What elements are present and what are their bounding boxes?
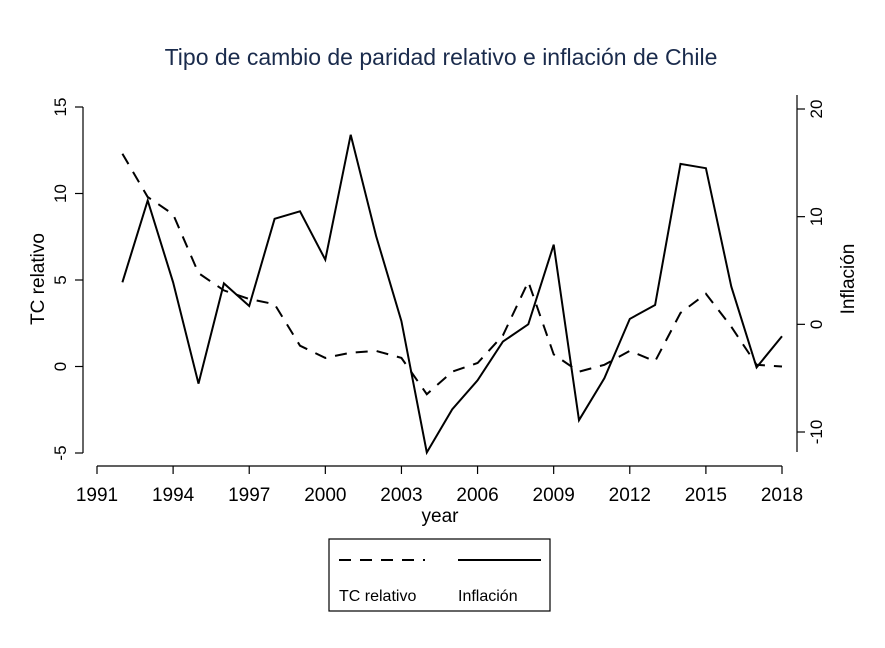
x-tick-label: 2003 xyxy=(380,485,422,506)
right-y-axis-label: Inflación xyxy=(838,244,859,315)
x-tick-label: 1994 xyxy=(152,485,195,506)
x-tick-label: 1997 xyxy=(228,485,270,506)
left-tick-label: 15 xyxy=(51,98,70,117)
legend-label-inflacion: Inflación xyxy=(458,588,518,605)
series-line-inflacion xyxy=(122,135,782,453)
x-axis: 1991 1994 1997 2000 2003 2006 2009 2012 2015 2018 xyxy=(76,466,803,506)
left-y-axis-label: TC relativo xyxy=(28,233,49,325)
left-tick-label: 0 xyxy=(51,362,70,371)
x-tick-label: 2012 xyxy=(609,485,651,506)
chart-title: Tipo de cambio de paridad relativo e inf… xyxy=(165,44,718,70)
series-layer xyxy=(122,135,782,453)
x-tick-label: 2015 xyxy=(685,485,727,506)
right-tick-label: -10 xyxy=(807,420,826,445)
left-tick-label: -5 xyxy=(51,445,70,460)
legend-label-tc-relativo: TC relativo xyxy=(339,588,416,605)
right-tick-label: 0 xyxy=(807,320,826,329)
x-tick-label: 2000 xyxy=(304,485,346,506)
legend: TC relativo Inflación xyxy=(329,539,550,611)
left-tick-label: 5 xyxy=(51,275,70,284)
x-axis-label: year xyxy=(422,506,460,527)
x-tick-label: 2006 xyxy=(456,485,498,506)
x-tick-label: 2018 xyxy=(761,485,803,506)
x-tick-label: 2009 xyxy=(533,485,575,506)
left-y-axis: -5 0 5 10 15 xyxy=(51,98,83,461)
right-tick-label: 20 xyxy=(807,100,826,119)
right-tick-label: 10 xyxy=(807,207,826,226)
x-tick-label: 1991 xyxy=(76,485,118,506)
right-y-axis: -10 0 10 20 xyxy=(797,95,826,452)
left-tick-label: 10 xyxy=(51,184,70,203)
series-points-tc-relativo xyxy=(122,154,782,395)
series-line-tc-relativo xyxy=(122,154,782,395)
